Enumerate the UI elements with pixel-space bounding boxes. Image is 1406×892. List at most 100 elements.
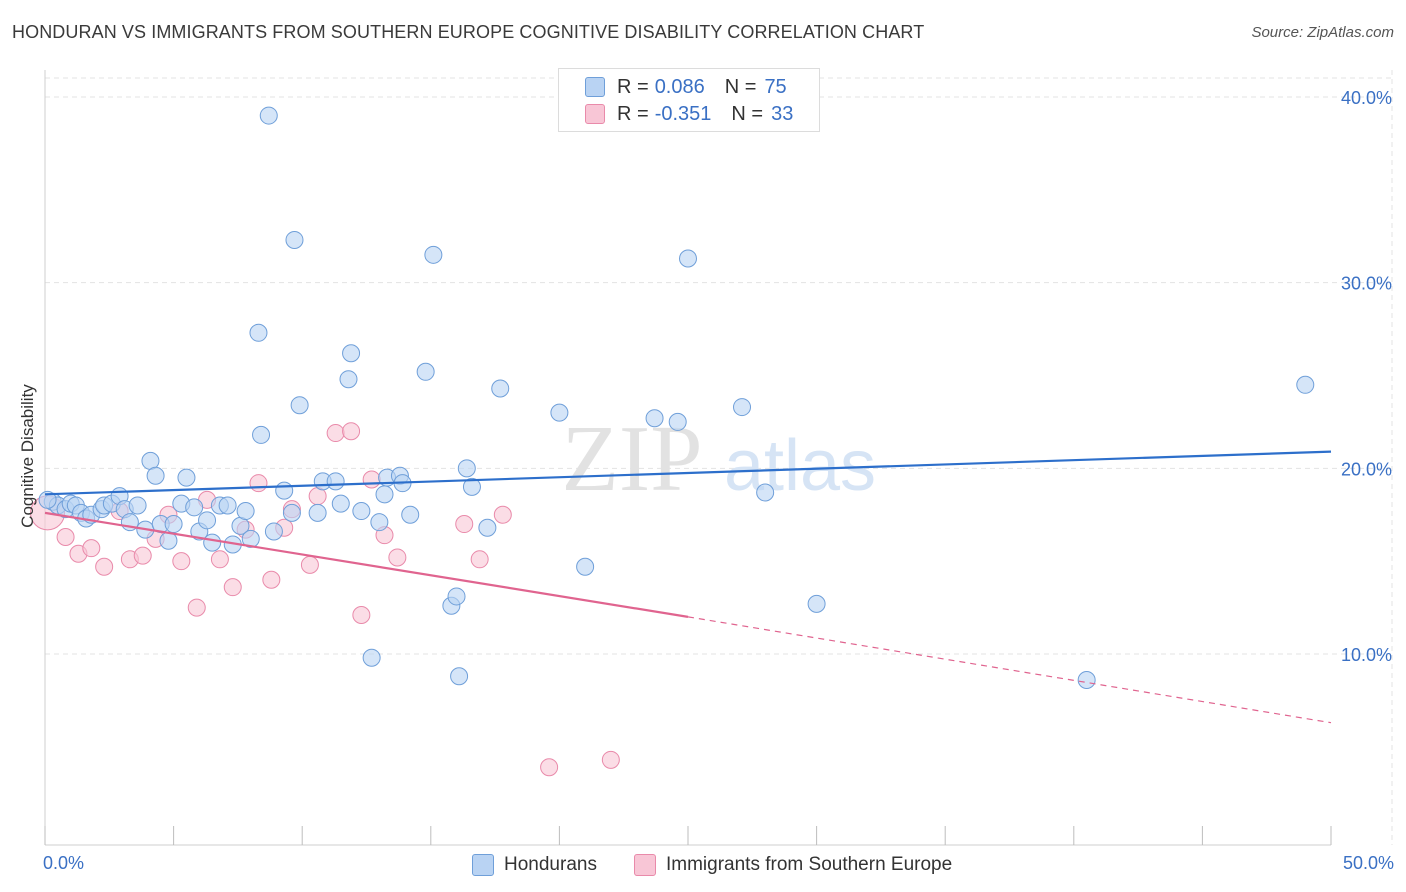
data-point-southern-europe: [133, 546, 152, 565]
x-tick-label: 50.0%: [1343, 853, 1394, 873]
legend-n-label: N =: [724, 75, 757, 98]
data-point-hondurans: [185, 498, 204, 517]
data-point-southern-europe: [95, 557, 114, 576]
data-point-southern-europe: [455, 515, 474, 534]
watermark-atlas: atlas: [724, 426, 876, 506]
data-point-southern-europe: [82, 539, 101, 558]
legend-swatch-blue: [472, 854, 494, 876]
series-hondurans: [38, 106, 1315, 689]
data-point-southern-europe: [249, 474, 268, 493]
data-point-southern-europe: [262, 570, 281, 589]
grid-lines: [45, 70, 1393, 845]
data-point-hondurans: [285, 230, 304, 249]
y-tick-label: 40.0%: [1341, 88, 1392, 108]
legend-item-hondurans[interactable]: Hondurans: [472, 852, 597, 878]
data-point-hondurans: [550, 403, 569, 422]
data-point-hondurans: [756, 483, 775, 502]
data-point-southern-europe: [187, 598, 206, 617]
data-point-hondurans: [290, 396, 309, 415]
legend-row-southern-europe: R = -0.351 N = 33: [585, 101, 793, 127]
chart-title: HONDURAN VS IMMIGRANTS FROM SOUTHERN EUR…: [12, 22, 925, 42]
data-point-southern-europe: [56, 528, 75, 547]
data-point-hondurans: [679, 249, 697, 268]
data-point-hondurans: [252, 425, 271, 444]
data-point-southern-europe: [493, 505, 512, 524]
data-point-hondurans: [416, 362, 435, 381]
data-point-southern-europe: [223, 578, 242, 597]
data-point-hondurans: [308, 503, 327, 522]
legend-item-southern-europe[interactable]: Immigrants from Southern Europe: [634, 852, 952, 878]
legend-r-label: R =: [617, 102, 649, 125]
y-tick-label: 20.0%: [1341, 459, 1392, 479]
data-point-hondurans: [576, 557, 595, 576]
data-point-southern-europe: [601, 750, 620, 769]
data-point-hondurans: [1296, 375, 1315, 394]
correlation-legend: R = 0.086 N = 75 R = -0.351 N = 33: [558, 68, 820, 132]
trend-line-hondurans: [44, 450, 1332, 496]
legend-swatch-pink: [585, 104, 605, 124]
data-point-hondurans: [362, 648, 381, 667]
data-point-southern-europe: [352, 606, 371, 625]
data-point-hondurans: [342, 344, 361, 363]
data-point-hondurans: [38, 490, 57, 509]
legend-label-hondurans: Hondurans: [504, 854, 597, 875]
data-point-southern-europe: [210, 550, 229, 569]
data-point-hondurans: [128, 496, 147, 515]
data-point-hondurans: [807, 594, 826, 613]
legend-r-value: 0.086: [654, 75, 705, 98]
data-point-southern-europe: [172, 552, 191, 571]
data-point-hondurans: [668, 412, 687, 431]
legend-r-label: R =: [617, 75, 649, 98]
legend-swatch-blue: [585, 77, 605, 97]
data-point-hondurans: [203, 533, 222, 552]
y-axis-title: Cognitive Disability: [18, 384, 37, 528]
series-southern-europe: [30, 422, 620, 777]
legend-row-hondurans: R = 0.086 N = 75: [585, 74, 787, 100]
legend-n-value: 75: [764, 75, 787, 98]
y-tick-label: 10.0%: [1341, 645, 1392, 665]
series-legend: Hondurans Immigrants from Southern Europ…: [0, 852, 1406, 878]
data-point-hondurans: [491, 379, 510, 398]
data-point-hondurans: [375, 485, 394, 504]
data-point-hondurans: [462, 477, 481, 496]
legend-n-label: N =: [731, 102, 764, 125]
data-point-southern-europe: [326, 424, 345, 443]
data-point-southern-europe: [470, 550, 489, 569]
data-point-hondurans: [331, 494, 350, 513]
data-point-hondurans: [370, 513, 389, 532]
data-point-hondurans: [249, 323, 268, 342]
trend-line-southern-europe-extension: [687, 616, 1332, 724]
legend-label-southern-europe: Immigrants from Southern Europe: [666, 854, 953, 875]
data-point-hondurans: [1077, 670, 1096, 689]
y-tick-label: 30.0%: [1341, 274, 1392, 294]
trend-line-southern-europe: [44, 511, 689, 618]
data-point-hondurans: [198, 511, 217, 530]
data-point-hondurans: [450, 667, 469, 686]
axes: [44, 70, 1332, 846]
data-point-hondurans: [478, 518, 497, 537]
data-point-southern-europe: [540, 758, 559, 777]
data-point-hondurans: [164, 515, 183, 534]
tick-labels: 10.0% 20.0% 30.0% 40.0% 0.0% 50.0%: [43, 88, 1394, 873]
data-point-hondurans: [447, 587, 466, 606]
data-point-hondurans: [645, 409, 664, 428]
data-point-hondurans: [352, 502, 371, 521]
legend-swatch-pink: [634, 854, 656, 876]
source-credit: Source: ZipAtlas.com: [1251, 24, 1394, 41]
data-point-hondurans: [424, 245, 443, 264]
data-point-hondurans: [275, 481, 294, 500]
data-point-hondurans: [241, 529, 260, 548]
data-point-hondurans: [326, 472, 345, 491]
data-point-hondurans: [259, 106, 278, 125]
data-point-southern-europe: [388, 548, 407, 567]
data-point-hondurans: [282, 503, 301, 522]
legend-r-value: -0.351: [654, 102, 712, 125]
data-point-hondurans: [401, 505, 420, 524]
data-point-hondurans: [146, 466, 165, 485]
trend-lines: [44, 450, 1332, 724]
data-point-hondurans: [218, 496, 237, 515]
data-point-hondurans: [339, 370, 358, 389]
legend-n-value: 33: [771, 102, 794, 125]
data-point-hondurans: [264, 522, 283, 541]
